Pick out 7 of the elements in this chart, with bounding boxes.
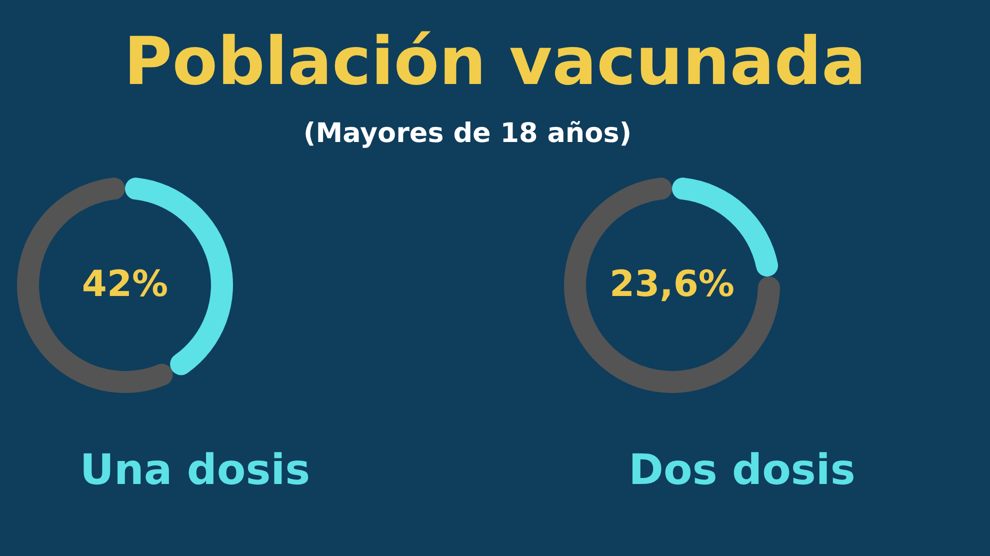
text: Dos dosis — [628, 445, 856, 494]
donut-slice — [564, 178, 780, 393]
data-label: 23,6% — [610, 264, 734, 305]
text: Población vacunada — [122, 22, 868, 102]
text: (Mayores de 18 años) — [302, 118, 633, 149]
text: Una dosis — [78, 445, 312, 494]
data-label: 42% — [82, 264, 168, 305]
